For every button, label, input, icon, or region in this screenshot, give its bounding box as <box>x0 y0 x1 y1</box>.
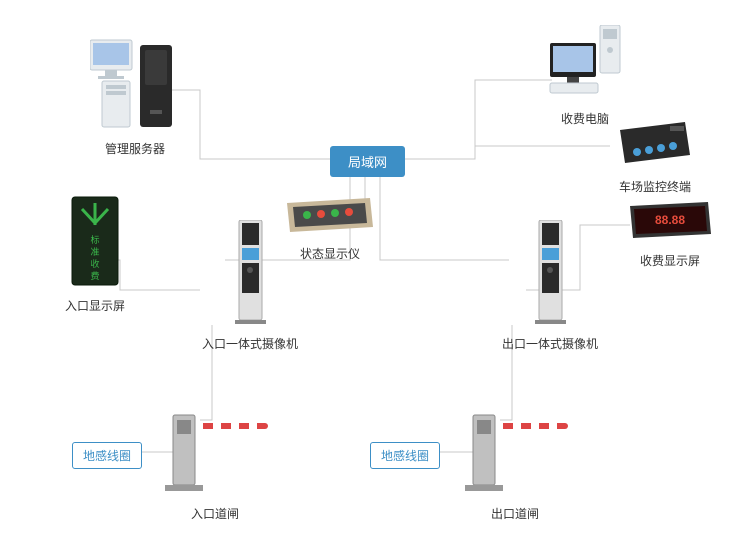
lan-center: 局域网 <box>330 146 405 177</box>
entry-cam-label: 入口一体式摄像机 <box>190 335 310 352</box>
fee-screen-node: 88.88 收费显示屏 <box>625 200 715 269</box>
toll-pc-node: 收费电脑 <box>540 25 630 127</box>
coil-right-label: 地感线圈 <box>370 442 440 469</box>
exit-gate-label: 出口道闸 <box>455 505 575 522</box>
fee-screen-label: 收费显示屏 <box>625 252 715 269</box>
exit-cam-node: 出口一体式摄像机 <box>490 220 610 352</box>
camera-tower-icon-2 <box>533 220 568 330</box>
exit-gate-node: 出口道闸 <box>455 395 575 522</box>
svg-text:收: 收 <box>90 258 99 269</box>
server-icon <box>90 35 180 135</box>
barrier-gate-icon <box>155 395 275 500</box>
mgmt-server-node: 管理服务器 <box>80 35 190 157</box>
svg-text:准: 准 <box>90 247 99 257</box>
svg-text:88.88: 88.88 <box>654 213 684 227</box>
led-red-icon: 88.88 <box>628 200 713 247</box>
exit-cam-label: 出口一体式摄像机 <box>490 335 610 352</box>
barrier-gate-icon-2 <box>455 395 575 500</box>
svg-text:标: 标 <box>90 234 99 245</box>
svg-text:费: 费 <box>90 270 99 281</box>
terminal-icon <box>615 120 695 173</box>
entry-gate-node: 入口道闸 <box>155 395 275 522</box>
entry-screen-node: 标 准 收 费 入口显示屏 <box>55 195 135 314</box>
entry-cam-node: 入口一体式摄像机 <box>190 220 310 352</box>
coil-left-node: 地感线圈 <box>72 442 142 469</box>
entry-gate-label: 入口道闸 <box>155 505 275 522</box>
coil-left-label: 地感线圈 <box>72 442 142 469</box>
lot-terminal-label: 车场监控终端 <box>605 178 705 195</box>
camera-tower-icon <box>233 220 268 330</box>
mgmt-server-label: 管理服务器 <box>80 140 190 157</box>
lot-terminal-node: 车场监控终端 <box>605 120 705 195</box>
coil-right-node: 地感线圈 <box>370 442 440 469</box>
entry-screen-label: 入口显示屏 <box>55 297 135 314</box>
pc-icon <box>545 25 625 105</box>
led-green-icon: 标 准 收 费 <box>70 195 120 292</box>
lan-label: 局域网 <box>330 146 405 177</box>
